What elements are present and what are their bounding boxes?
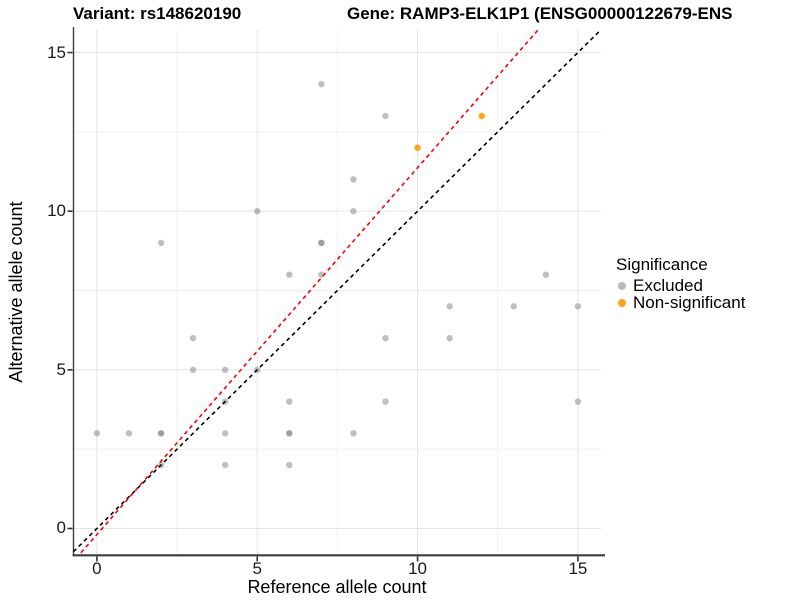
- data-point-excluded: [382, 334, 389, 342]
- x-tick-label: 15: [568, 559, 588, 578]
- variant-title: Variant: rs148620190: [73, 4, 242, 23]
- legend: Significance Excluded Non-significant: [616, 255, 800, 312]
- legend-title: Significance: [616, 255, 708, 274]
- legend-label-excluded: Excluded: [633, 275, 703, 295]
- data-point-non-significant: [478, 112, 485, 120]
- y-axis-title: Alternative allele count: [6, 201, 26, 383]
- data-point-excluded: [189, 334, 197, 342]
- data-point-excluded: [189, 366, 197, 374]
- data-point-excluded: [286, 430, 293, 437]
- data-point-excluded: [382, 398, 389, 405]
- data-point-excluded: [221, 366, 229, 374]
- y-tick-label: 0: [56, 518, 66, 538]
- data-point-excluded: [125, 430, 133, 437]
- x-tick-label: 0: [92, 559, 102, 578]
- data-point-excluded: [446, 334, 453, 342]
- data-point-excluded: [446, 303, 453, 310]
- data-point-excluded: [318, 239, 325, 247]
- data-point-excluded: [286, 271, 293, 278]
- data-point-excluded: [221, 430, 229, 437]
- y-tick-label: 5: [56, 359, 66, 379]
- data-point-excluded: [350, 430, 357, 437]
- legend-item-excluded: Excluded: [616, 275, 800, 295]
- gene-title: Gene: RAMP3-ELK1P1 (ENSG00000122679-ENS: [347, 4, 733, 23]
- legend-item-non-significant: Non-significant: [616, 292, 800, 312]
- data-point-excluded: [221, 461, 229, 469]
- non-significant-marker-icon: [618, 298, 626, 307]
- data-point-excluded: [350, 176, 357, 183]
- data-point-excluded: [318, 81, 325, 88]
- y-tick-label: 15: [47, 42, 66, 62]
- x-tick-label: 10: [408, 559, 428, 578]
- y-tick-label: 10: [47, 201, 66, 221]
- excluded-marker-icon: [618, 281, 626, 290]
- data-point-excluded: [574, 303, 582, 310]
- data-point-excluded: [286, 461, 293, 469]
- x-axis-title: Reference allele count: [247, 577, 427, 597]
- x-tick-label: 5: [252, 559, 262, 578]
- data-point-excluded: [157, 430, 165, 437]
- data-point-excluded: [93, 430, 101, 437]
- data-point-excluded: [350, 207, 357, 215]
- legend-label-non-significant: Non-significant: [633, 292, 746, 312]
- data-point-excluded: [510, 303, 517, 310]
- data-point-excluded: [157, 239, 165, 247]
- data-point-excluded: [286, 398, 293, 405]
- identity-line: [73, 30, 601, 553]
- data-point-excluded: [542, 271, 550, 278]
- data-point-excluded: [574, 398, 582, 405]
- data-point-excluded: [254, 207, 261, 215]
- data-point-excluded: [382, 112, 389, 120]
- data-point-non-significant: [414, 144, 421, 151]
